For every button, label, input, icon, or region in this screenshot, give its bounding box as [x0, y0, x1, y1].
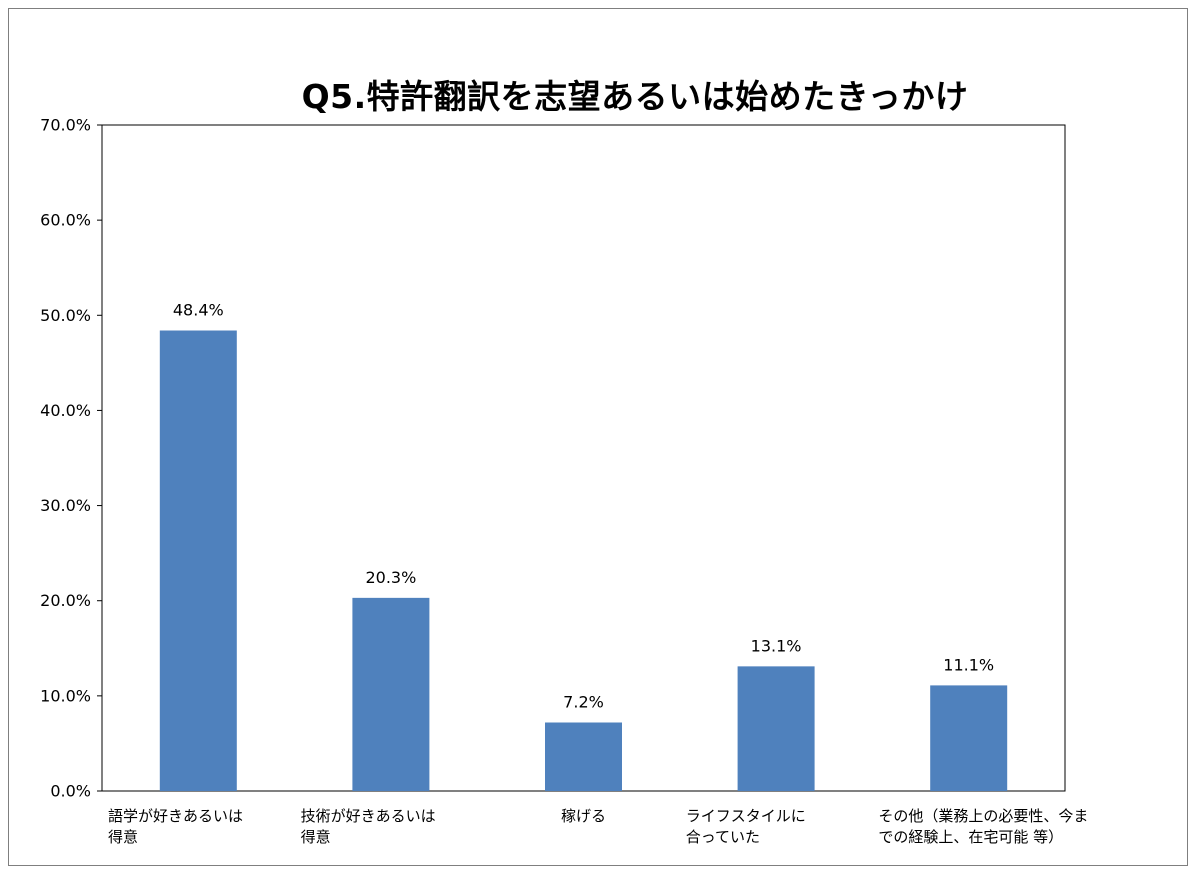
- y-tick-label: 30.0%: [40, 496, 91, 515]
- x-category-label-line: での経験上、在宅可能 等）: [878, 828, 1064, 846]
- x-category-label-line: ライフスタイルに: [685, 807, 806, 825]
- y-tick-label: 20.0%: [40, 591, 91, 610]
- data-label: 20.3%: [365, 568, 416, 587]
- bar: [545, 722, 622, 791]
- x-category-label-line: 合っていた: [685, 828, 761, 846]
- x-category-label-line: 語学が好きあるいは: [108, 807, 244, 825]
- x-category-label-line: 得意: [300, 828, 331, 846]
- data-label: 13.1%: [751, 636, 802, 655]
- plot-area: [101, 124, 1066, 792]
- data-label: 48.4%: [173, 301, 224, 320]
- x-category-label: 稼げる: [561, 806, 606, 827]
- x-category-label: ライフスタイルに 合っていた: [686, 806, 806, 848]
- x-category-label-line: 技術が好きあるいは: [300, 807, 436, 825]
- y-tick-label: 60.0%: [40, 211, 91, 230]
- chart-title: Q5.特許翻訳を志望あるいは始めたきっかけ: [301, 77, 969, 116]
- bar: [737, 666, 815, 791]
- x-category-label-line: 得意: [108, 828, 139, 846]
- y-tick-label: 50.0%: [40, 306, 91, 325]
- x-category-label-line: その他（業務上の必要性、今ま: [878, 807, 1089, 825]
- y-tick-label: 10.0%: [40, 686, 91, 705]
- y-tick-label: 70.0%: [40, 116, 91, 135]
- data-label: 11.1%: [943, 655, 994, 674]
- x-category-label: 語学が好きあるいは 得意: [108, 806, 243, 848]
- bar: [930, 685, 1008, 791]
- bar: [352, 597, 430, 791]
- data-label: 7.2%: [563, 692, 604, 711]
- y-tick-label: 0.0%: [50, 782, 91, 801]
- bar: [159, 330, 237, 791]
- x-category-label-line: 稼げる: [561, 807, 607, 825]
- x-category-label: その他（業務上の必要性、今ま での経験上、在宅可能 等）: [878, 806, 1088, 848]
- y-tick-label: 40.0%: [40, 401, 91, 420]
- x-category-label: 技術が好きあるいは 得意: [301, 806, 436, 848]
